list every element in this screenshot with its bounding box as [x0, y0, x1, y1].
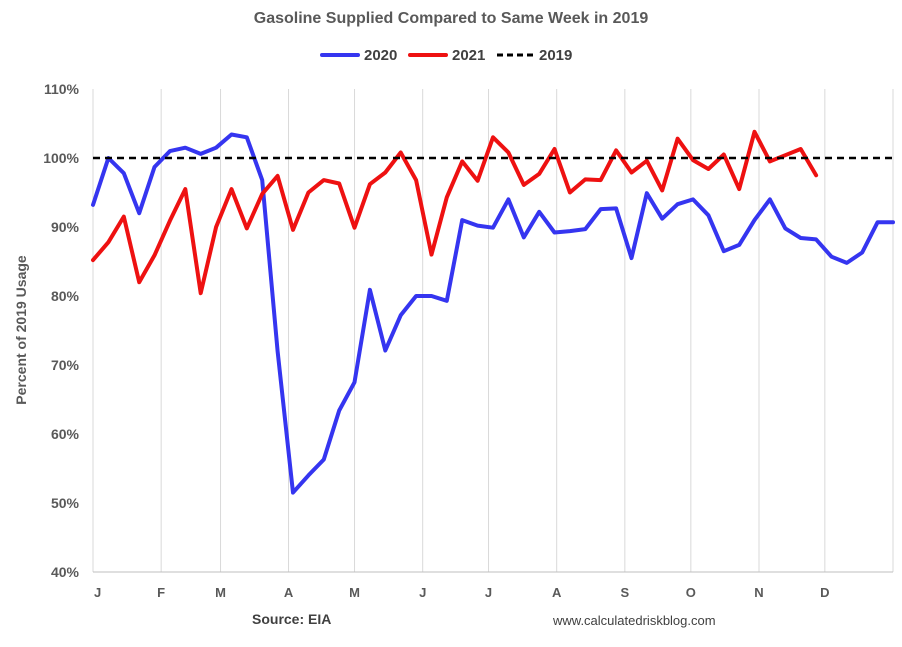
y-tick-label: 50% — [51, 495, 80, 511]
y-tick-label: 90% — [51, 219, 80, 235]
legend-label-2021: 2021 — [452, 47, 485, 64]
x-tick-label: M — [349, 585, 360, 600]
y-tick-label: 80% — [51, 288, 80, 304]
y-tick-label: 60% — [51, 426, 80, 442]
chart-legend: 2020 2021 2019 — [320, 47, 572, 64]
y-axis-label: Percent of 2019 Usage — [13, 255, 29, 405]
x-tick-label: J — [419, 585, 426, 600]
legend-label-2019: 2019 — [539, 47, 572, 64]
y-tick-label: 40% — [51, 564, 80, 580]
x-tick-label: D — [820, 585, 829, 600]
x-tick-label: O — [686, 585, 696, 600]
x-tick-label: F — [157, 585, 165, 600]
x-tick-label: A — [552, 585, 562, 600]
chart-title: Gasoline Supplied Compared to Same Week … — [254, 10, 649, 27]
series-lines — [91, 129, 895, 495]
legend-label-2020: 2020 — [364, 47, 397, 64]
y-tick-label: 110% — [44, 81, 80, 97]
series-line-2021 — [91, 129, 819, 296]
source-label: Source: EIA — [252, 611, 331, 627]
x-tick-label: S — [621, 585, 630, 600]
x-tick-label: A — [284, 585, 294, 600]
y-tick-label: 70% — [51, 357, 80, 373]
x-tick-label: J — [94, 585, 101, 600]
x-tick-label: J — [485, 585, 492, 600]
x-tick-label: M — [215, 585, 226, 600]
credit-label: www.calculatedriskblog.com — [552, 613, 716, 628]
grid-lines — [92, 89, 894, 572]
x-tick-label: N — [754, 585, 763, 600]
y-axis: 40% 50% 60% 70% 80% 90% 100% 110% — [43, 81, 79, 580]
series-line-2020 — [91, 132, 895, 495]
y-tick-label: 100% — [43, 150, 79, 166]
